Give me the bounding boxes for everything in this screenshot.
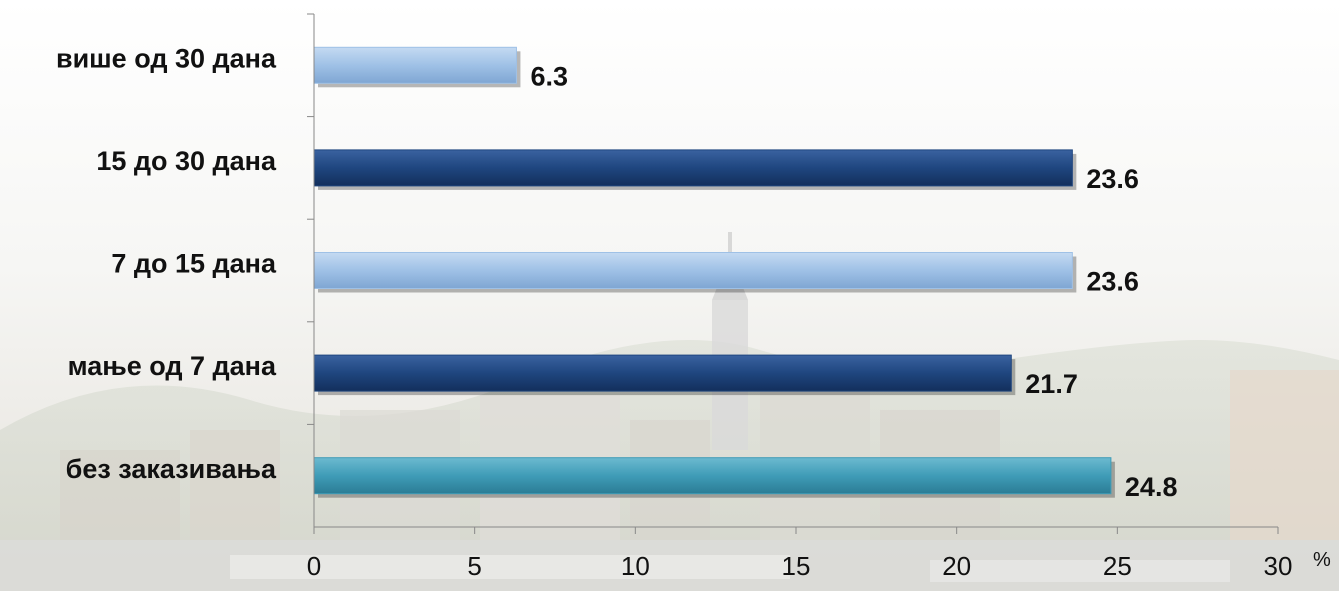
category-label: више од 30 дана [56, 43, 277, 73]
labels-layer: више од 30 дана 6.3 15 до 30 дана 23.6 7 до … [56, 43, 1331, 581]
x-tick-label: 15 [782, 551, 811, 581]
bar [313, 252, 1073, 289]
data-label: 23.6 [1086, 164, 1139, 194]
data-label: 23.6 [1086, 267, 1139, 297]
x-tick-label: 0 [307, 551, 321, 581]
x-tick-label: 20 [942, 551, 971, 581]
axis-layer [307, 13, 1279, 534]
bars-layer [313, 46, 1115, 498]
x-axis-unit-label: % [1313, 549, 1331, 571]
bar [313, 149, 1073, 187]
x-tick-label: 25 [1103, 551, 1132, 581]
data-label: 21.7 [1025, 369, 1078, 399]
category-label: без заказивања [66, 454, 277, 484]
category-label: 15 до 30 дана [96, 146, 277, 176]
bar [313, 457, 1112, 495]
category-label: 7 до 15 дана [111, 249, 277, 279]
data-label: 24.8 [1125, 472, 1178, 502]
data-label: 6.3 [530, 61, 568, 91]
x-tick-label: 30 [1264, 551, 1293, 581]
x-tick-label: 5 [467, 551, 481, 581]
x-tick-label: 10 [621, 551, 650, 581]
bar [313, 354, 1012, 392]
bar [313, 46, 517, 84]
category-label: мање од 7 дана [68, 351, 277, 381]
